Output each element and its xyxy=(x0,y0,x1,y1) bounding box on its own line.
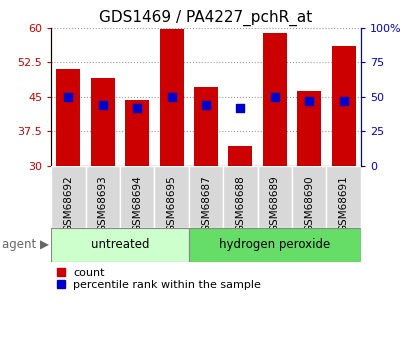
FancyBboxPatch shape xyxy=(189,166,222,228)
Bar xyxy=(189,228,360,262)
FancyBboxPatch shape xyxy=(326,166,360,228)
Point xyxy=(202,102,209,108)
Text: GSM68690: GSM68690 xyxy=(303,175,313,231)
Bar xyxy=(56,69,80,166)
Point xyxy=(65,94,72,99)
Point xyxy=(134,105,140,110)
Point xyxy=(271,94,277,99)
FancyBboxPatch shape xyxy=(222,166,257,228)
FancyBboxPatch shape xyxy=(257,166,291,228)
Bar xyxy=(90,78,115,166)
FancyBboxPatch shape xyxy=(51,166,85,228)
Bar xyxy=(159,29,183,166)
Legend: count, percentile rank within the sample: count, percentile rank within the sample xyxy=(57,268,261,290)
Bar xyxy=(51,228,189,262)
Point xyxy=(99,102,106,108)
Text: GSM68687: GSM68687 xyxy=(200,175,211,231)
Point xyxy=(168,94,175,99)
FancyBboxPatch shape xyxy=(154,166,189,228)
Bar xyxy=(331,46,355,166)
Text: GSM68689: GSM68689 xyxy=(269,175,279,231)
Text: GSM68694: GSM68694 xyxy=(132,175,142,231)
Point xyxy=(236,105,243,110)
Text: agent ▶: agent ▶ xyxy=(2,238,49,252)
Bar xyxy=(193,87,218,166)
FancyBboxPatch shape xyxy=(85,166,120,228)
Text: GSM68688: GSM68688 xyxy=(235,175,245,231)
Point xyxy=(339,98,346,104)
Bar xyxy=(262,33,286,166)
Text: GSM68695: GSM68695 xyxy=(166,175,176,231)
Bar xyxy=(228,146,252,166)
FancyBboxPatch shape xyxy=(120,166,154,228)
Text: GSM68693: GSM68693 xyxy=(98,175,108,231)
Bar xyxy=(125,100,149,166)
Bar xyxy=(297,91,321,166)
Text: untreated: untreated xyxy=(90,238,149,252)
Text: GSM68692: GSM68692 xyxy=(63,175,73,231)
Text: hydrogen peroxide: hydrogen peroxide xyxy=(219,238,330,252)
Text: GSM68691: GSM68691 xyxy=(338,175,348,231)
Title: GDS1469 / PA4227_pchR_at: GDS1469 / PA4227_pchR_at xyxy=(99,10,312,26)
FancyBboxPatch shape xyxy=(291,166,326,228)
Point xyxy=(305,98,312,104)
